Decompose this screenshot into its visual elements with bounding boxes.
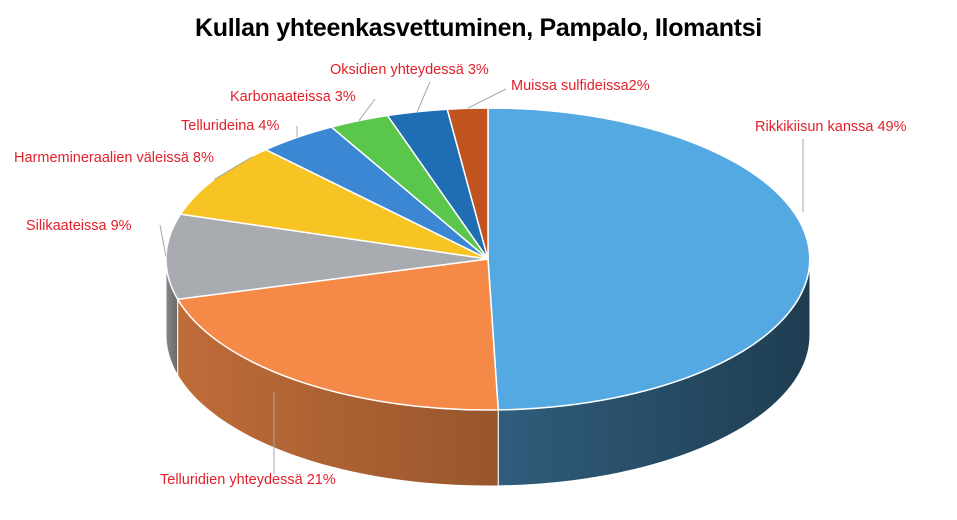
leader-line-5 [358,98,376,121]
slice-label-3: Harmemineraalien väleissä 8% [14,150,214,166]
slice-label-7: Muissa sulfideissa2% [511,78,650,94]
leader-line-2 [159,224,167,257]
pie-slice-0 [487,107,811,411]
pie-tops [165,107,811,411]
slice-label-0: Rikkikiisun kanssa 49% [755,119,907,135]
chart-title: Kullan yhteenkasvettuminen, Pampalo, Ilo… [195,14,762,42]
slice-label-2: Silikaateissa 9% [26,218,132,234]
pie-slice-7 [446,107,489,260]
slice-label-4: Tellurideina 4% [181,118,279,134]
slice-labels: Rikkikiisun kanssa 49% Telluridien yhteyd… [14,62,907,488]
leader-line-7 [467,88,507,109]
slice-label-5: Karbonaateissa 3% [230,89,356,105]
slice-label-1: Telluridien yhteydessä 21% [160,472,336,488]
slice-label-6: Oksidien yhteydessä 3% [330,62,489,78]
leader-line-6 [416,81,431,112]
pie-slice-2 [165,213,489,300]
pie-slice-1 [176,258,499,411]
leader-lines [159,81,804,474]
leader-line-3 [214,156,253,180]
